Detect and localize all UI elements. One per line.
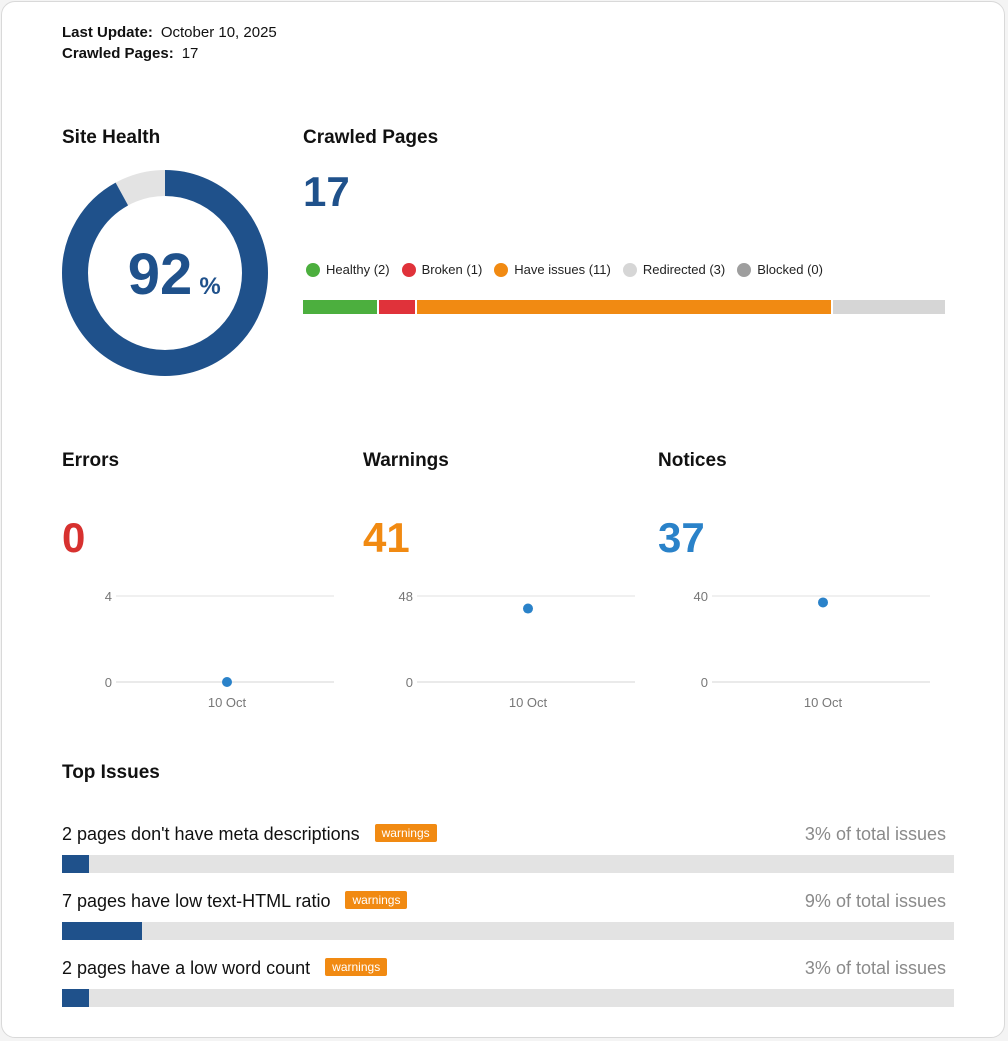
warnings-badge: warnings: [345, 890, 408, 909]
legend-dot: [494, 262, 509, 277]
bar-segment: [833, 300, 947, 314]
legend-item: Have issues (11): [494, 262, 611, 277]
site-health-title: Site Health: [62, 127, 161, 148]
y-tick-label: 40: [694, 589, 708, 604]
issue-progress-fill: [62, 922, 143, 940]
last-update-value: October 10, 2025: [160, 24, 277, 41]
metric-chart: 40 0 10 Oct: [694, 589, 930, 710]
metric-title: Warnings: [363, 450, 449, 471]
metric-title: Notices: [658, 450, 727, 471]
x-tick-label: 10 Oct: [509, 695, 548, 710]
metric-value: 41: [363, 514, 410, 561]
metric-value: 37: [658, 514, 705, 561]
issue-row[interactable]: 2 pages don't have meta descriptions warn…: [62, 820, 954, 873]
bar-segment: [303, 300, 379, 314]
data-point: [523, 603, 533, 614]
issue-progress-track: [62, 855, 954, 873]
legend-dot: [401, 262, 416, 277]
legend-item: Blocked (0): [737, 262, 823, 277]
legend-item: Redirected (3): [622, 262, 726, 277]
issue-row[interactable]: 7 pages have low text-HTML ratio warnings…: [62, 887, 954, 940]
legend-dot: [306, 262, 320, 277]
issue-progress-track: [62, 989, 954, 1007]
y-tick-label: 0: [406, 675, 413, 690]
legend-item: Broken (1): [401, 262, 483, 277]
legend-label: Healthy (2): [326, 262, 390, 277]
x-tick-label: 10 Oct: [804, 695, 843, 710]
legend-dot: [737, 262, 752, 277]
issue-text[interactable]: 2 pages don't have meta descriptions: [62, 823, 360, 844]
crawled-pages-meta-label: Crawled Pages:: [62, 45, 174, 62]
metric-chart: 48 0 10 Oct: [399, 589, 635, 710]
legend-dot: [622, 262, 637, 277]
crawled-pages-meta-value: 17: [181, 45, 199, 62]
issue-progress-fill: [62, 855, 89, 873]
bar-segment: [378, 300, 417, 314]
metric-title: Errors: [62, 450, 120, 471]
donut-fill: [62, 170, 268, 376]
crawled-pages-title: Crawled Pages: [303, 127, 439, 148]
y-tick-label: 0: [701, 675, 708, 690]
last-update-label: Last Update:: [62, 24, 153, 41]
data-point: [222, 677, 232, 687]
top-issues-title: Top Issues: [62, 762, 160, 783]
legend-label: Redirected (3): [642, 262, 726, 277]
site-health-donut: 92 %: [62, 170, 268, 376]
issue-percentage: 3% of total issues: [804, 957, 946, 978]
site-health-value: 92: [128, 242, 193, 307]
bar-segment: [416, 300, 834, 314]
issue-text[interactable]: 2 pages have a low word count: [62, 957, 311, 978]
data-point: [818, 597, 828, 608]
x-tick-label: 10 Oct: [208, 695, 247, 710]
crawled-pages-bar: [303, 300, 947, 314]
site-health-unit: %: [199, 273, 220, 300]
metric-chart: 4 0 10 Oct: [105, 589, 334, 710]
y-tick-label: 0: [105, 675, 112, 690]
issue-progress-track: [62, 922, 954, 940]
metric-value: 0: [62, 514, 86, 561]
issue-percentage: 9% of total issues: [804, 890, 946, 911]
y-tick-label: 4: [105, 589, 112, 604]
crawled-pages-total: 17: [303, 168, 350, 215]
warnings-badge: warnings: [325, 957, 388, 976]
y-tick-label: 48: [399, 589, 413, 604]
crawled-pages-meta: Crawled Pages: 17: [62, 45, 198, 62]
legend-label: Blocked (0): [757, 262, 823, 277]
issue-text[interactable]: 7 pages have low text-HTML ratio: [62, 890, 331, 911]
legend-item: Healthy (2): [306, 262, 390, 277]
last-update: Last Update: October 10, 2025: [62, 24, 277, 41]
legend-label: Broken (1): [421, 262, 483, 277]
issue-row[interactable]: 2 pages have a low word count warnings 3% …: [62, 954, 954, 1007]
issue-percentage: 3% of total issues: [804, 823, 946, 844]
warnings-badge: warnings: [374, 823, 437, 842]
issue-progress-fill: [62, 989, 89, 1007]
legend-label: Have issues (11): [514, 262, 611, 277]
crawled-pages-legend: Healthy (2) Broken (1) Have issues (11) Red…: [306, 262, 835, 282]
